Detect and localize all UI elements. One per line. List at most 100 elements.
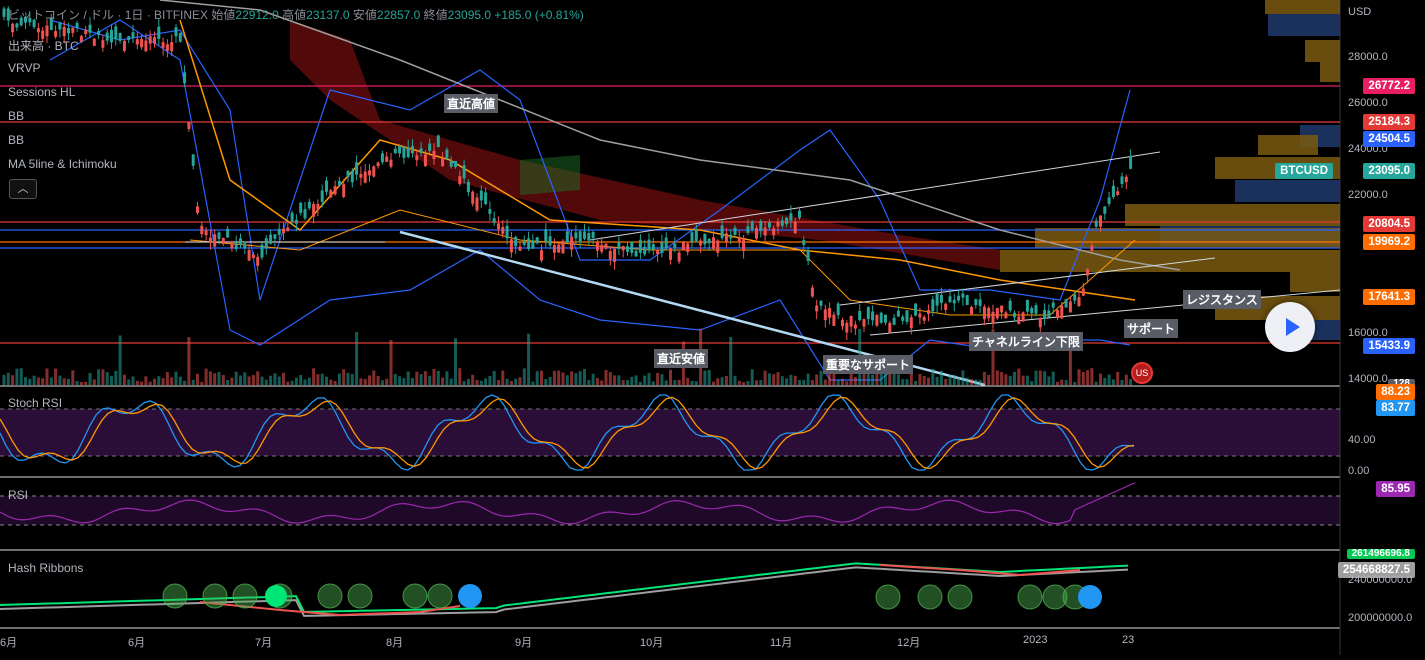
volume-bar — [346, 372, 350, 385]
volume-bar — [350, 373, 354, 385]
volume-bar — [208, 371, 212, 385]
chevron-up-icon[interactable]: ︿ — [9, 179, 37, 199]
time-axis-label: 7月 — [255, 637, 273, 649]
volume-bar — [810, 379, 814, 385]
indicator-vrvp[interactable]: VRVP — [8, 61, 41, 75]
candle — [841, 320, 844, 327]
candle — [441, 157, 445, 167]
indicator-sessions-hl[interactable]: Sessions HL — [8, 85, 76, 99]
candle — [320, 190, 324, 202]
candle — [965, 295, 969, 305]
volume-bar — [32, 375, 36, 385]
candle — [316, 203, 320, 210]
stoch-d-line — [0, 396, 1135, 470]
volume-bar — [677, 379, 681, 385]
annotation-important-support[interactable]: 重要なサポート — [823, 355, 914, 374]
volume-bar — [785, 378, 789, 385]
rsi-label[interactable]: RSI — [8, 488, 29, 502]
volume-bar — [406, 371, 410, 385]
low-value: 22857.0 — [376, 8, 421, 22]
volume-bar — [153, 378, 156, 385]
candle — [712, 237, 715, 249]
volume-bar — [170, 377, 174, 385]
candle — [118, 32, 122, 41]
indicator-volume[interactable]: 出来高 · BTC — [8, 39, 79, 53]
volume-bar — [939, 370, 943, 385]
candle — [991, 311, 995, 324]
candle — [845, 322, 849, 333]
annotation-recent-high[interactable]: 直近高値 — [444, 94, 499, 113]
volume-bar — [1013, 371, 1016, 385]
volume-bar — [565, 375, 569, 385]
price-tick: 16000.0 — [1348, 327, 1388, 339]
stoch-rsi-label[interactable]: Stoch RSI — [8, 396, 63, 410]
low-label: 安値 — [352, 8, 377, 22]
candle — [1116, 191, 1120, 195]
candle — [329, 190, 333, 198]
volume-bar — [522, 368, 526, 385]
volume-bar — [1064, 380, 1068, 385]
candle — [836, 303, 840, 316]
volume-bar — [1017, 368, 1021, 385]
symbol-name[interactable]: ビットコイン / ドル — [8, 8, 115, 22]
hash-slow-line — [0, 566, 1129, 617]
volume-bar — [514, 378, 518, 385]
candle — [2, 8, 6, 17]
volume-bar — [62, 378, 66, 385]
volume-bar — [294, 377, 298, 385]
volume-bar — [441, 377, 445, 385]
candle — [608, 250, 612, 260]
interval[interactable]: 1日 — [124, 8, 144, 22]
volume-bar — [333, 381, 337, 385]
candle — [931, 299, 935, 312]
volume-bar — [161, 378, 165, 385]
candle — [656, 249, 660, 255]
us-flag-icon[interactable]: US — [1131, 362, 1153, 384]
volume-bar — [1060, 379, 1064, 385]
candle — [935, 293, 939, 306]
candle — [462, 165, 466, 179]
candle — [67, 28, 70, 34]
candle — [428, 143, 432, 151]
candle — [264, 238, 268, 249]
volume-bar — [264, 379, 268, 385]
ma-orange-line — [179, 19, 1136, 301]
candle — [703, 233, 707, 245]
volume-bar — [385, 378, 389, 385]
volume-bar — [634, 375, 638, 385]
candle — [11, 23, 15, 33]
candle — [651, 244, 655, 250]
volume-bar — [712, 381, 715, 385]
annotation-recent-low[interactable]: 直近安値 — [654, 349, 709, 368]
candle — [785, 217, 789, 225]
volume-bar — [45, 368, 49, 385]
indicator-bb-1[interactable]: BB — [8, 109, 25, 123]
volume-bar — [148, 381, 152, 385]
time-axis-label: 6月 — [128, 637, 146, 649]
annotation-resistance[interactable]: レジスタンス — [1183, 290, 1261, 309]
play-icon[interactable] — [1265, 302, 1315, 352]
volume-bar — [376, 375, 380, 385]
indicator-ma-ichimoku[interactable]: MA 5line & Ichimoku — [8, 157, 117, 171]
candle — [97, 31, 101, 35]
candle — [952, 299, 956, 304]
indicator-bb-2[interactable]: BB — [8, 133, 25, 147]
annotation-channel-break[interactable]: チャネルライン下限 — [969, 332, 1083, 351]
candle — [948, 296, 952, 303]
candle — [1099, 215, 1102, 227]
volume-bar — [1120, 379, 1124, 385]
hash-ribbons-label[interactable]: Hash Ribbons — [8, 561, 84, 575]
candle — [630, 241, 634, 253]
volume-bar — [759, 380, 763, 385]
candle — [862, 319, 866, 327]
hash-signal-dot — [947, 584, 973, 610]
time-axis-label: 23 — [1122, 634, 1135, 646]
volume-profile-bar — [1258, 135, 1318, 155]
candle — [505, 225, 509, 239]
volume-bar — [600, 380, 604, 385]
volume-bar — [613, 375, 617, 385]
candle — [1103, 206, 1107, 214]
annotation-support[interactable]: サポート — [1124, 319, 1179, 338]
